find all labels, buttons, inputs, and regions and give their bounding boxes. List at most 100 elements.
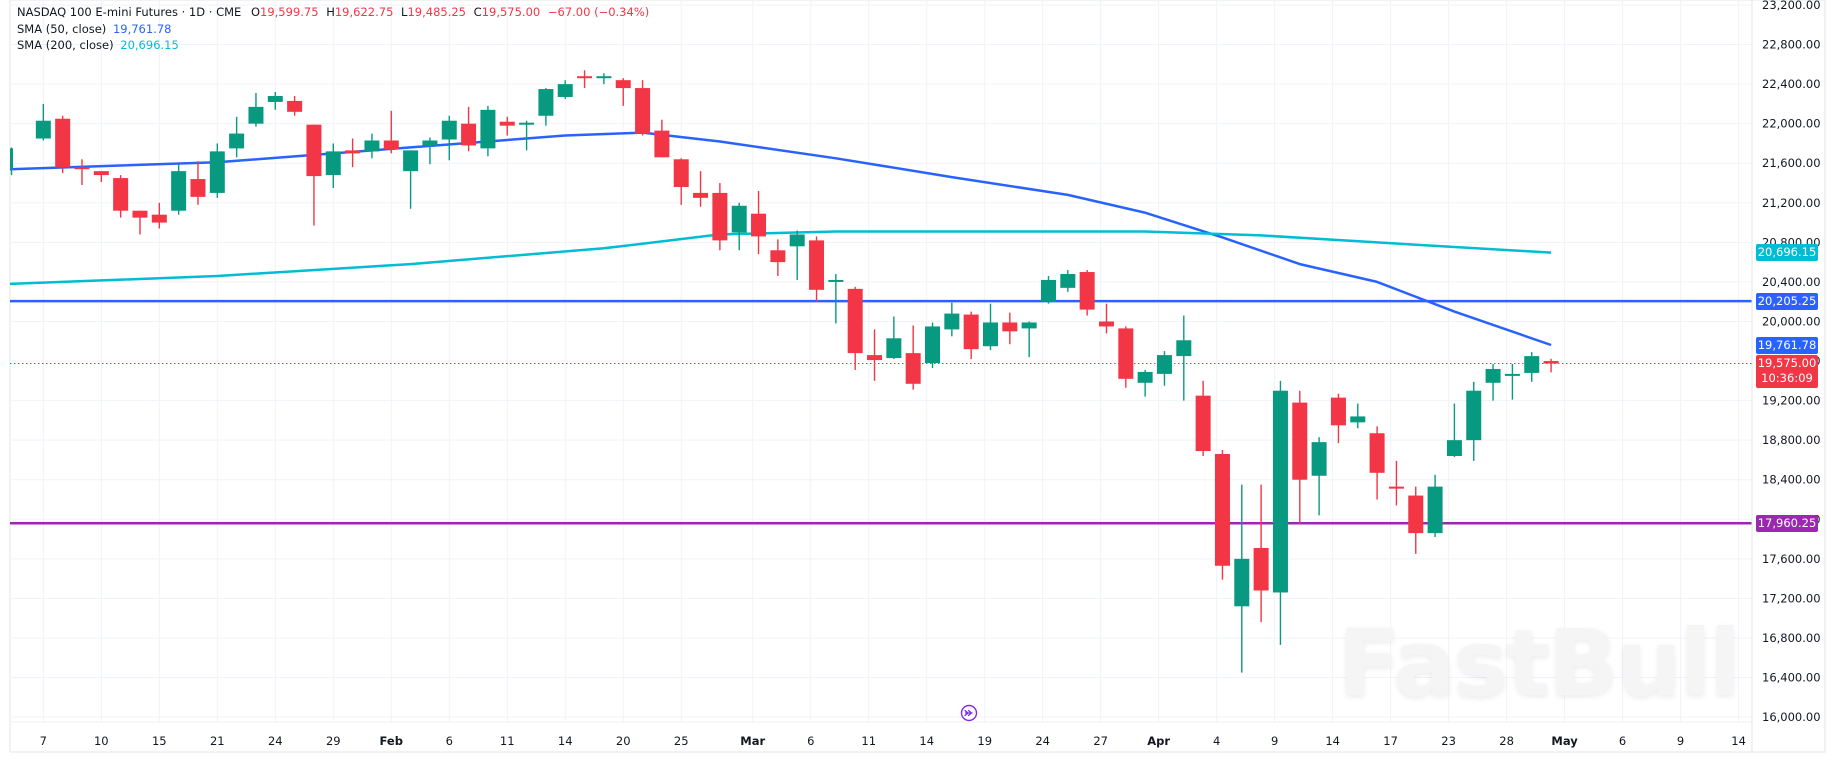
candle-down [1195, 380, 1211, 456]
time-axis-label: 7 [40, 734, 47, 748]
candle-body [1060, 274, 1076, 288]
candle-body [1079, 272, 1095, 310]
candle-up [1350, 403, 1366, 429]
candle-up [1137, 369, 1153, 397]
horizontal-lines[interactable] [10, 299, 1752, 525]
candle-body [963, 314, 979, 350]
candle-up [944, 302, 960, 337]
low-value: 19,485.25 [407, 5, 466, 19]
candle-up [1524, 352, 1540, 382]
candle-up [519, 120, 535, 151]
candle-body [635, 88, 651, 134]
candle-body [171, 171, 187, 211]
candle-body [248, 106, 264, 124]
candle-down [306, 124, 322, 226]
candle-body [35, 120, 51, 139]
candle-body [1330, 397, 1346, 426]
candle-body [751, 213, 767, 237]
candle-body [538, 89, 554, 116]
symbol-title[interactable]: NASDAQ 100 E-mini Futures · 1D · CME [17, 5, 242, 19]
candle-body [132, 210, 148, 218]
candle-up [403, 150, 419, 209]
time-axis-label: 28 [1499, 734, 1514, 748]
close-label: C [473, 5, 482, 19]
time-axis-label: 14 [1325, 734, 1340, 748]
candle-down [654, 119, 670, 158]
candle-up [248, 93, 264, 127]
price-axis-label: 22,800.00 [1762, 38, 1821, 52]
candle-down [577, 70, 593, 89]
candle-body [480, 109, 496, 149]
candle-up [325, 143, 341, 188]
sma200-legend[interactable]: SMA (200, close) 20,696.15 [17, 37, 649, 54]
candle-up [1021, 321, 1037, 358]
candle-down [673, 158, 689, 205]
sma200-price-tag: 20,696.15 [1756, 244, 1818, 262]
time-axis-label: 23 [1441, 734, 1456, 748]
chart-legend: NASDAQ 100 E-mini Futures · 1D · CME O19… [17, 4, 649, 54]
candle-up [1040, 275, 1056, 304]
candle-up [557, 80, 573, 99]
candle-down [499, 116, 515, 136]
time-axis-label: 21 [210, 734, 225, 748]
time-axis-label: 29 [326, 734, 341, 748]
candle-down [809, 236, 825, 302]
candle-body [944, 313, 960, 330]
candle-body [10, 148, 13, 169]
purple-hline-price-tag[interactable]: 17,960.25 [1756, 514, 1818, 532]
candle-body [1524, 356, 1540, 373]
candle-body [74, 167, 90, 170]
sma200-label: SMA (200, close) [17, 38, 114, 52]
candle-up [10, 147, 13, 176]
candle-up [538, 88, 554, 126]
sma50-value: 19,761.78 [112, 21, 172, 36]
high-value: 19,622.75 [334, 5, 394, 19]
time-axis-label: 17 [1383, 734, 1398, 748]
jump-to-realtime-icon[interactable] [960, 704, 978, 722]
sma200-value: 20,696.15 [120, 38, 179, 52]
candle-body [654, 130, 670, 158]
candle-body [1369, 433, 1385, 473]
candle-body [1504, 373, 1520, 376]
time-axis[interactable]: 7 10 15 21 24 29 Feb 6 11 14 20 25 Mar 6 11 14 19 24 27 Apr… [40, 734, 1746, 748]
blue-hline-price-tag[interactable]: 20,205.25 [1756, 292, 1818, 310]
time-axis-label: Mar [740, 734, 765, 748]
symbol-row[interactable]: NASDAQ 100 E-mini Futures · 1D · CME O19… [17, 4, 649, 21]
candle-body [403, 150, 419, 172]
sma50-price-tag: 19,761.78 [1756, 336, 1818, 354]
candle-up [171, 164, 187, 215]
candle-body [422, 140, 438, 146]
candle-body [925, 326, 941, 364]
price-axis-label: 22,400.00 [1762, 77, 1821, 91]
time-axis-label: 15 [152, 734, 167, 748]
time-axis-label: 14 [1731, 734, 1746, 748]
candle-down [847, 286, 863, 370]
bar-countdown: 10:36:09 [1761, 371, 1813, 385]
watermark-logo: FastBull [1338, 610, 1741, 717]
candle-up [480, 105, 496, 157]
close-value: 19,575.00 [481, 5, 541, 19]
time-axis-label: 11 [500, 734, 515, 748]
candle-body [1118, 328, 1134, 379]
time-axis-label: Feb [380, 734, 403, 748]
candle-up [731, 202, 747, 251]
time-axis-label: May [1551, 734, 1578, 748]
candle-down [751, 190, 767, 255]
candle-down [693, 171, 709, 207]
candle-body [1176, 340, 1192, 357]
candle-body [1543, 361, 1559, 364]
candle-body [364, 140, 380, 152]
candle-body [1292, 402, 1308, 480]
candle-down [1543, 358, 1559, 373]
candle-down [615, 78, 631, 106]
candle-up [1272, 380, 1288, 645]
candle-up [1311, 437, 1327, 516]
candle-up [1234, 484, 1250, 673]
candle-down [461, 106, 477, 152]
candle-body [847, 288, 863, 354]
candle-down [55, 115, 71, 174]
candle-down [1118, 326, 1134, 388]
sma50-legend[interactable]: SMA (50, close) 19,761.78 [17, 21, 649, 38]
